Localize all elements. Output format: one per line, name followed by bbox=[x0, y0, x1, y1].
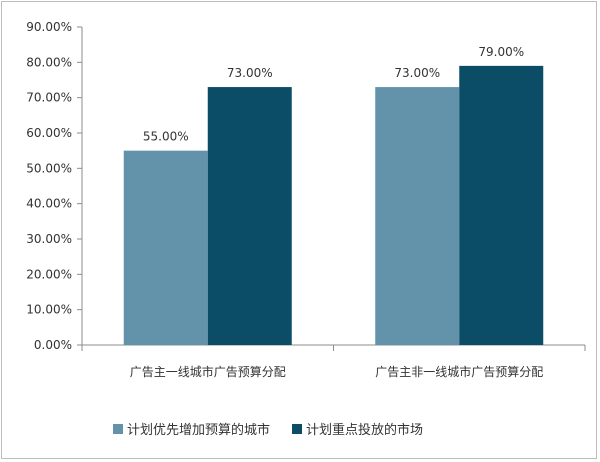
y-tick-label: 80.00% bbox=[26, 55, 72, 69]
bar bbox=[207, 87, 292, 346]
y-tick-label: 90.00% bbox=[26, 20, 72, 34]
legend-label: 计划重点投放的市场 bbox=[306, 422, 423, 438]
x-category-label: 广告主非一线城市广告预算分配 bbox=[375, 364, 543, 379]
data-label: 55.00% bbox=[143, 130, 189, 144]
y-tick-label: 0.00% bbox=[34, 338, 72, 352]
bar bbox=[123, 150, 208, 345]
y-tick-label: 70.00% bbox=[26, 91, 72, 105]
data-label: 79.00% bbox=[478, 45, 524, 59]
y-tick-label: 20.00% bbox=[26, 267, 72, 281]
legend-swatch bbox=[292, 424, 303, 434]
bar bbox=[375, 87, 460, 346]
legend-swatch bbox=[113, 424, 123, 434]
y-tick-label: 50.00% bbox=[26, 161, 72, 175]
y-tick-label: 60.00% bbox=[26, 126, 72, 140]
data-label: 73.00% bbox=[394, 66, 440, 80]
legend-label: 计划优先增加预算的城市 bbox=[127, 422, 270, 438]
y-tick-label: 40.00% bbox=[26, 197, 72, 211]
y-tick-label: 10.00% bbox=[26, 303, 72, 317]
x-category-label: 广告主一线城市广告预算分配 bbox=[130, 364, 286, 379]
bar bbox=[459, 65, 544, 345]
data-label: 73.00% bbox=[227, 66, 273, 80]
y-tick-label: 30.00% bbox=[26, 232, 72, 246]
